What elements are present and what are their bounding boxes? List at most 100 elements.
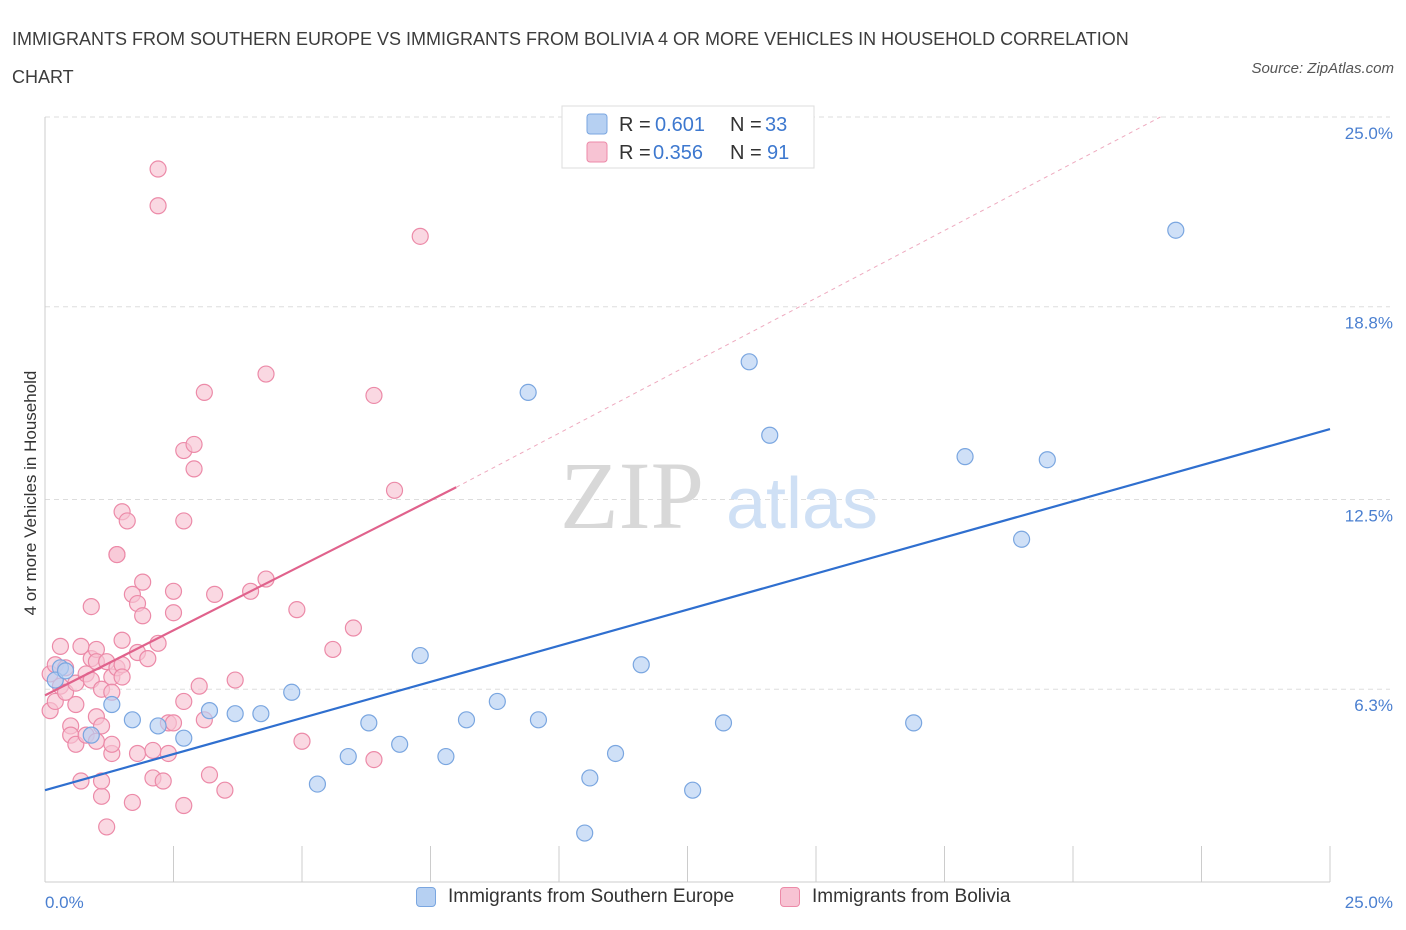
x-tick-marks [44,846,1331,882]
y-tick-label-3: 25.0% [1345,124,1393,143]
bolivia-point-59 [164,604,183,622]
southern-europe-point-27 [714,714,733,732]
bolivia-point-58 [164,714,183,732]
top-legend: R = 0.601 N = 33 R = 0.356 N = 91 [561,105,815,169]
legend-n-label-pink: N = [730,142,762,164]
bottom-legend: Immigrants from Southern Europe Immigran… [0,886,1406,918]
bolivia-point-39 [113,631,131,649]
bolivia-point-73 [226,671,244,689]
bolivia-point-36 [108,545,126,564]
bolivia-point-81 [365,386,383,405]
bolivia-point-25 [92,787,111,805]
southern-europe-point-30 [905,714,923,732]
southern-europe-point-17 [437,747,455,766]
y-tick-label-2: 18.8% [1345,314,1393,333]
legend-label-southern-europe: Immigrants from Southern Europe [448,886,735,907]
southern-europe-point-19 [488,692,506,711]
y-tick-label-0: 6.3% [1354,696,1393,715]
trend-line-southern-europe [44,428,1331,792]
bolivia-point-83 [385,481,404,499]
bolivia-point-45 [128,744,147,763]
southern-europe-point-13 [339,747,357,766]
bolivia-point-67 [190,677,208,695]
y-tick-label-1: 12.5% [1345,507,1393,526]
bolivia-point-79 [324,640,342,659]
chart-source: Source: ZipAtlas.com [1251,60,1394,77]
southern-europe-point-6 [149,717,167,735]
southern-europe-point-22 [576,824,594,842]
legend-swatch-southern-europe [416,887,436,907]
bolivia-point-55 [154,772,172,790]
bolivia-point-76 [257,365,275,383]
bolivia-point-84 [411,227,429,245]
bolivia-point-19 [82,597,100,616]
trend-line-bolivia-extension [455,116,1161,488]
southern-europe-point-26 [684,781,702,799]
southern-europe-point-25 [632,656,650,674]
bolivia-point-64 [175,796,193,815]
bolivia-point-62 [175,512,193,530]
bolivia-point-53 [149,160,167,178]
watermark-atlas: atlas [726,464,878,544]
legend-n-label-blue: N = [730,114,762,136]
southern-europe-point-11 [283,683,301,701]
southern-europe-point-2 [56,662,75,680]
trend-lines [44,116,1331,792]
bolivia-point-38 [113,668,131,686]
bolivia-point-54 [149,197,167,215]
legend-label-bolivia: Immigrants from Bolivia [812,886,1011,907]
southern-europe-point-34 [1167,221,1185,239]
y-tick-labels: 6.3% 12.5% 18.8% 25.0% [1345,124,1393,715]
legend-r-value-pink: 0.356 [653,142,703,164]
southern-europe-point-4 [103,695,121,714]
gridlines [45,116,1390,690]
bolivia-point-51 [144,741,162,760]
southern-europe-point-12 [308,775,327,793]
y-axis-title: 4 or more Vehicles in Household [21,371,40,616]
southern-europe-point-33 [1038,451,1056,469]
bolivia-point-33 [103,735,121,753]
watermark-zip: ZIP [560,442,704,549]
trend-line-bolivia [44,486,457,697]
southern-europe-point-9 [226,705,244,723]
southern-europe-point-23 [581,769,599,787]
southern-europe-point-3 [82,726,100,744]
legend-swatch-blue [586,113,608,135]
bolivia-point-42 [123,793,141,812]
southern-europe-point-8 [200,702,219,720]
bolivia-point-63 [175,692,193,711]
series-bolivia-points [41,160,429,836]
legend-n-value-pink: 91 [767,142,789,164]
bolivia-point-49 [139,650,157,668]
legend-item-bolivia: Immigrants from Bolivia [780,886,1011,908]
southern-europe-point-29 [761,426,779,444]
legend-item-southern-europe: Immigrants from Southern Europe [416,886,734,908]
bolivia-point-70 [200,766,219,784]
southern-europe-point-10 [252,705,270,723]
watermark: ZIP atlas [560,442,878,549]
legend-r-value-blue: 0.601 [655,114,705,136]
bolivia-point-29 [98,818,116,836]
southern-europe-point-5 [123,711,141,729]
bolivia-point-48 [134,573,152,591]
southern-europe-point-24 [606,744,625,763]
southern-europe-point-28 [740,353,758,371]
bolivia-point-60 [164,582,183,600]
chart-title: IMMIGRANTS FROM SOUTHERN EUROPE VS IMMIG… [12,29,1129,87]
southern-europe-point-20 [519,383,537,401]
bolivia-point-47 [134,607,152,625]
bolivia-point-66 [185,435,203,454]
bolivia-point-77 [288,601,306,619]
bolivia-point-71 [206,585,224,603]
bolivia-point-72 [216,781,234,799]
x-tick-label-max: 25.0% [1345,893,1393,912]
southern-europe-point-7 [175,729,193,747]
southern-europe-point-21 [529,711,548,729]
x-tick-label-min: 0.0% [45,893,84,912]
bolivia-point-68 [195,383,213,401]
bolivia-point-41 [118,512,136,530]
legend-swatch-bolivia [780,887,800,907]
bolivia-point-80 [344,619,362,637]
series-southern-europe-points [46,221,1185,842]
